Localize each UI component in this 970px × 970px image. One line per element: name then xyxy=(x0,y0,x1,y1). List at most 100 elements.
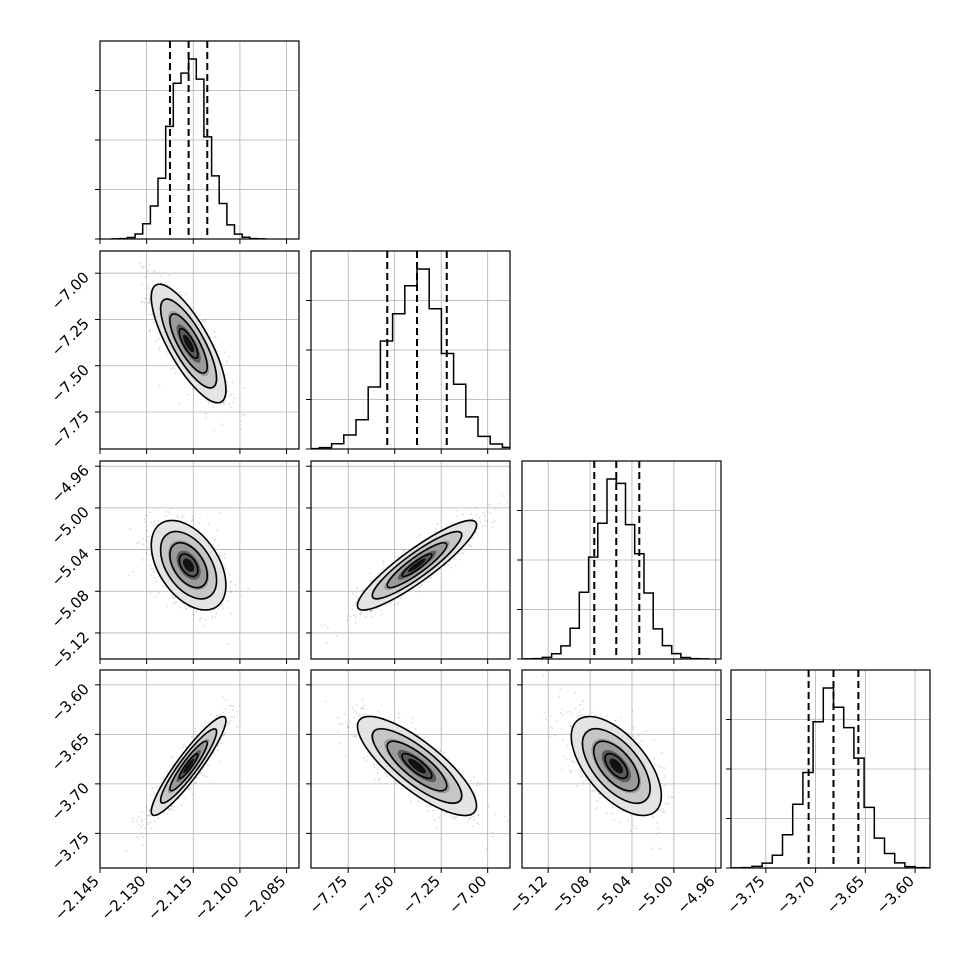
scatter-point xyxy=(191,793,194,796)
scatter-point xyxy=(324,624,327,627)
scatter-point xyxy=(206,775,209,778)
scatter-point xyxy=(227,599,230,602)
scatter-point xyxy=(149,511,152,514)
scatter-point xyxy=(491,521,494,524)
scatter-point xyxy=(513,825,515,827)
scatter-point xyxy=(180,294,183,297)
scatter-point xyxy=(145,818,148,821)
scatter-point xyxy=(369,610,371,613)
scatter-point xyxy=(145,552,148,555)
scatter-point xyxy=(192,518,194,521)
scatter-point xyxy=(360,612,363,615)
scatter-point xyxy=(223,699,226,702)
scatter-point xyxy=(136,835,139,838)
scatter-point xyxy=(327,627,329,629)
scatter-point xyxy=(443,812,446,815)
scatter-point xyxy=(138,816,141,819)
scatter-point xyxy=(233,716,236,719)
scatter-point xyxy=(230,590,233,593)
x-tick-label: −2.100 xyxy=(191,872,243,924)
scatter-point xyxy=(454,817,456,820)
scatter-point xyxy=(204,417,207,419)
histogram-panel-3 xyxy=(517,460,722,664)
scatter-point xyxy=(450,566,452,569)
scatter-point xyxy=(147,270,149,273)
scatter-panel-4-1: −2.145−2.130−2.115−2.100−2.085−3.75−3.70… xyxy=(48,669,300,924)
scatter-point xyxy=(593,790,595,792)
scatter-point xyxy=(180,516,183,519)
scatter-point xyxy=(222,711,225,714)
scatter-point xyxy=(468,818,470,821)
scatter-point xyxy=(205,619,208,621)
contour-line xyxy=(150,283,227,404)
scatter-point xyxy=(501,495,504,497)
scatter-point xyxy=(219,555,222,557)
scatter-point xyxy=(658,847,661,850)
scatter-point xyxy=(382,560,385,563)
scatter-point xyxy=(154,340,157,343)
scatter-point xyxy=(239,428,242,430)
scatter-point xyxy=(361,698,364,701)
scatter-point xyxy=(362,589,364,592)
scatter-point xyxy=(556,720,558,722)
scatter-point xyxy=(141,843,144,846)
scatter-panel-4-3: −5.12−5.08−5.04−5.00−4.96 xyxy=(506,669,722,917)
scatter-point xyxy=(188,606,191,609)
scatter-point xyxy=(203,320,206,322)
scatter-point xyxy=(458,767,461,770)
scatter-point xyxy=(157,338,160,340)
scatter-point xyxy=(221,696,224,698)
scatter-point xyxy=(221,607,224,609)
scatter-point xyxy=(213,429,215,432)
scatter-point xyxy=(506,820,509,822)
scatter-point xyxy=(629,830,632,832)
contour-line xyxy=(178,752,199,780)
scatter-point xyxy=(202,726,205,729)
scatter-point xyxy=(202,774,205,777)
scatter-point xyxy=(221,423,224,425)
contour-line xyxy=(178,553,199,578)
scatter-point xyxy=(146,823,149,826)
scatter-point xyxy=(140,300,143,303)
x-tick-label: −2.115 xyxy=(144,872,196,924)
scatter-point xyxy=(146,822,149,824)
scatter-point xyxy=(218,760,221,763)
scatter-point xyxy=(146,529,148,532)
scatter-point xyxy=(188,786,191,789)
scatter-point xyxy=(353,710,356,713)
scatter-point xyxy=(571,760,574,762)
scatter-point xyxy=(576,785,578,788)
scatter-point xyxy=(374,778,376,780)
scatter-point xyxy=(354,616,357,618)
scatter-point xyxy=(166,283,169,286)
scatter-point xyxy=(347,726,350,729)
scatter-point xyxy=(429,576,432,579)
scatter-point xyxy=(632,735,635,738)
scatter-point xyxy=(168,511,170,514)
scatter-point xyxy=(477,823,480,826)
scatter-point xyxy=(145,297,148,300)
scatter-point xyxy=(141,300,144,303)
scatter-point xyxy=(218,512,221,515)
scatter-point xyxy=(204,723,206,725)
scatter-point xyxy=(401,595,403,598)
scatter-point xyxy=(396,603,399,606)
scatter-point xyxy=(213,608,216,611)
scatter-point xyxy=(190,736,193,739)
scatter-point xyxy=(343,713,346,716)
scatter-point xyxy=(225,360,228,363)
scatter-point xyxy=(214,716,217,719)
scatter-point xyxy=(591,711,593,714)
scatter-point xyxy=(373,766,376,769)
scatter-point xyxy=(667,802,669,805)
scatter-point xyxy=(346,619,349,622)
scatter-point xyxy=(152,321,155,323)
scatter-point xyxy=(140,826,143,829)
scatter-point xyxy=(613,819,615,821)
scatter-point xyxy=(138,824,141,826)
scatter-point xyxy=(622,810,625,813)
scatter-point xyxy=(151,567,153,570)
scatter-point xyxy=(228,403,231,405)
contour-line xyxy=(159,728,218,804)
scatter-point xyxy=(163,811,166,814)
